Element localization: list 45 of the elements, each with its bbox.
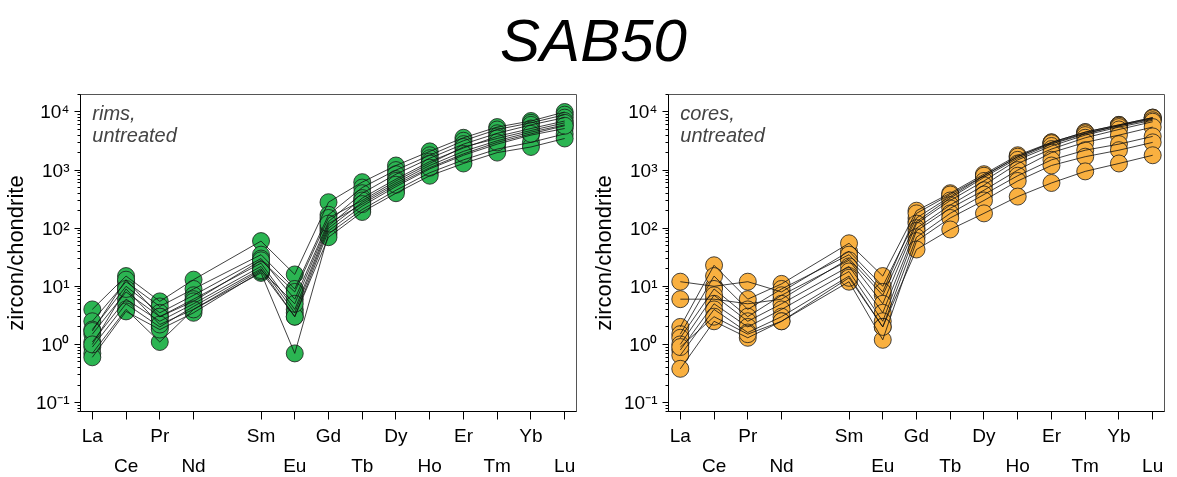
y-tick-label: 10⁴: [40, 101, 70, 123]
y-tick-label: 10²: [42, 217, 70, 239]
x-tick-label: Nd: [181, 454, 206, 476]
x-tick-label: Sm: [834, 424, 864, 446]
x-tick-label: Ce: [701, 454, 727, 476]
x-tick-label: Eu: [283, 454, 307, 476]
annotation: cores, untreated: [680, 101, 766, 146]
x-tick-label: Sm: [246, 424, 276, 446]
y-axis-title: zircon/chondrite: [591, 175, 617, 331]
x-tick-label: Yb: [1107, 424, 1131, 446]
x-tick-label: La: [81, 424, 104, 446]
y-tick-label: 10¹: [630, 275, 658, 297]
x-tick-label: Gd: [315, 424, 342, 446]
y-tick-label: 10³: [42, 159, 70, 181]
x-tick-label: Tb: [939, 454, 962, 476]
y-axis-title: zircon/chondrite: [3, 175, 29, 331]
x-tick-label: Gd: [903, 424, 930, 446]
x-tick-label: Tm: [1071, 454, 1099, 476]
y-tick-label: 10⁴: [628, 101, 658, 123]
y-tick-label: 10⁻¹: [624, 392, 658, 413]
y-tick-label: 10⁰: [41, 333, 70, 355]
x-tick-label: Er: [453, 424, 474, 446]
y-tick-label: 10⁻¹: [36, 392, 70, 413]
y-tick-label: 10³: [630, 159, 658, 181]
x-tick-label: Dy: [384, 424, 409, 446]
x-tick-label: Eu: [871, 454, 895, 476]
x-tick-label: La: [669, 424, 692, 446]
x-tick-label: Nd: [769, 454, 794, 476]
y-tick-label: 10²: [630, 217, 658, 239]
x-tick-label: Er: [1041, 424, 1062, 446]
x-tick-label: Pr: [150, 424, 170, 446]
x-tick-label: Dy: [972, 424, 997, 446]
x-tick-label: Tm: [483, 454, 511, 476]
x-tick-label: Tb: [351, 454, 374, 476]
y-tick-label: 10¹: [42, 275, 70, 297]
annotation: rims, untreated: [92, 101, 178, 146]
x-tick-label: Ho: [1005, 454, 1030, 476]
x-tick-label: Pr: [738, 424, 758, 446]
x-tick-label: Lu: [1142, 454, 1164, 476]
y-tick-label: 10⁰: [629, 333, 658, 355]
x-tick-label: Ho: [417, 454, 442, 476]
x-tick-label: Yb: [519, 424, 543, 446]
x-tick-label: Ce: [113, 454, 139, 476]
chart-title: SAB50: [499, 6, 688, 76]
x-tick-label: Lu: [554, 454, 576, 476]
